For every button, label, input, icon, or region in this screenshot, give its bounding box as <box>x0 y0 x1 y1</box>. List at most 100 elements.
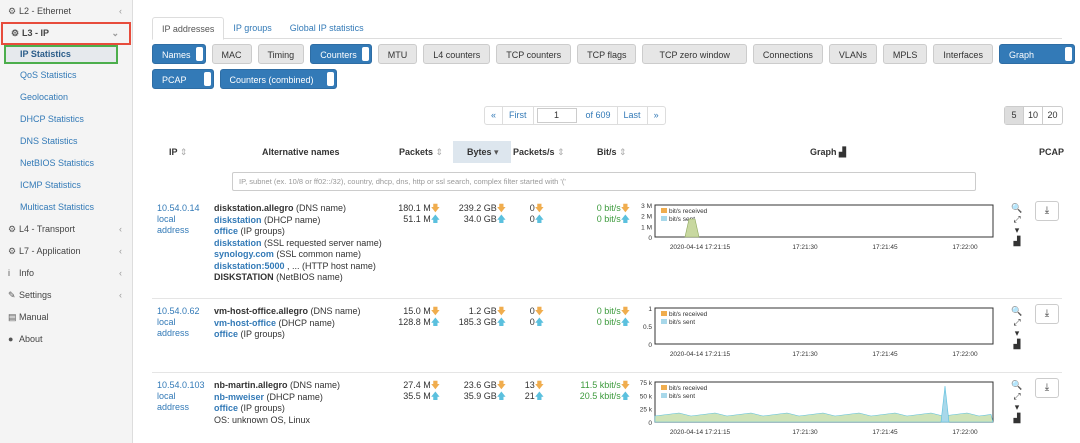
toggle-mpls[interactable]: MPLS <box>882 44 928 64</box>
sidebar-item-l7-application[interactable]: ⚙ L7 - Application ‹ <box>0 240 132 262</box>
arrow-up-icon: 🡅 <box>496 391 506 401</box>
pagination: « First 1 of 609 Last » <box>484 106 666 125</box>
alt-name-link[interactable]: synology.com <box>214 249 274 259</box>
table-row-ip[interactable]: 10.54.0.62 local address <box>157 306 200 339</box>
sidebar-item-ip-statistics[interactable]: IP Statistics <box>4 45 118 64</box>
pcap-download-button[interactable]: ⤓ <box>1035 378 1059 398</box>
alt-name-link[interactable]: nb-mweiser <box>214 391 265 402</box>
pager-first[interactable]: First <box>503 107 534 124</box>
sidebar-item-multicast-statistics[interactable]: Multicast Statistics <box>20 202 95 212</box>
toggle-pcap[interactable]: PCAP <box>152 69 214 89</box>
toggle-l4-counters[interactable]: L4 counters <box>423 44 491 64</box>
col-header-packets-per-sec[interactable]: Packets/s ⇕ <box>513 147 565 157</box>
toggle-counters[interactable]: Counters <box>310 44 372 64</box>
expand-icon[interactable]: ⤢ <box>1013 391 1021 401</box>
page-size-10[interactable]: 10 <box>1024 107 1043 124</box>
tab-ip-groups[interactable]: IP groups <box>233 23 272 33</box>
alt-name-link[interactable]: diskstation <box>214 237 262 248</box>
pager-next[interactable]: » <box>653 110 659 120</box>
pcap-download-button[interactable]: ⤓ <box>1035 201 1059 221</box>
value-text: 0 bit/s <box>596 203 621 213</box>
toggle-mtu[interactable]: MTU <box>377 44 418 64</box>
sidebar-item-l2-ethernet[interactable]: ⚙ L2 - Ethernet ‹ <box>0 0 132 22</box>
alt-name-link[interactable]: diskstation <box>214 214 262 225</box>
sidebar-item-info[interactable]: i Info ‹ <box>0 262 132 284</box>
y-tick-label: 3 M <box>641 203 652 210</box>
toggle-tcp-flags[interactable]: TCP flags <box>577 44 637 64</box>
toggle-connections[interactable]: Connections <box>752 44 823 64</box>
search-icon[interactable]: 🔍 <box>1011 203 1023 213</box>
alt-name-link[interactable]: vm-host-office <box>214 317 277 328</box>
col-header-ip[interactable]: IP ⇕ <box>169 147 188 157</box>
caret-down-icon[interactable]: ▾ <box>1014 225 1020 235</box>
value-text: 180.1 M <box>398 203 431 213</box>
search-icon[interactable]: 🔍 <box>1011 380 1023 390</box>
page-size-20[interactable]: 20 <box>1047 110 1058 120</box>
area-chart-icon[interactable]: ▟ <box>1013 236 1021 246</box>
expand-icon[interactable]: ⤢ <box>1013 214 1021 224</box>
toggle-timing[interactable]: Timing <box>257 44 305 64</box>
col-header-graph[interactable]: Graph ▟ <box>810 147 846 157</box>
page-number-input[interactable]: 1 <box>536 108 577 123</box>
sidebar-item-dns-statistics[interactable]: DNS Statistics <box>20 136 78 146</box>
toggle-interfaces[interactable]: Interfaces <box>933 44 993 64</box>
toggle-vlans[interactable]: VLANs <box>828 44 877 64</box>
pager-prev[interactable]: « <box>485 107 504 124</box>
pcap-download-button[interactable]: ⤓ <box>1035 304 1059 324</box>
toggle-graph[interactable]: Graph <box>998 44 1075 64</box>
tab-ip-addresses[interactable]: IP addresses <box>152 17 225 40</box>
sidebar-item-icmp-statistics[interactable]: ICMP Statistics <box>20 180 81 190</box>
sidebar-item-l4-transport[interactable]: ⚙ L4 - Transport ‹ <box>0 218 132 240</box>
alt-name-line: OS: unknown OS, Linux <box>214 415 340 427</box>
toggle-mac[interactable]: MAC <box>211 44 252 64</box>
traffic-graph[interactable]: 3 M 2 M 1 M 0 2020-04-14 17:21:15 17:21:30 17:… <box>633 201 995 251</box>
sidebar-item-dhcp-statistics[interactable]: DHCP Statistics <box>20 114 84 124</box>
sidebar-item-manual[interactable]: ▤ Manual <box>0 306 132 328</box>
alt-name-link[interactable]: office <box>214 329 239 339</box>
caret-down-icon[interactable]: ▾ <box>1014 328 1020 338</box>
pager-last[interactable]: Last <box>618 107 648 124</box>
toggle-names[interactable]: Names <box>152 44 206 64</box>
filter-input[interactable]: IP, subnet (ex. 10/8 or ff02::/32), coun… <box>232 172 976 191</box>
alt-name-value: nb-martin.allegro <box>214 380 288 390</box>
sidebar-item-l3-ip[interactable]: ⚙ L3 - IP ⌄ <box>1 22 131 45</box>
x-tick-label: 17:21:45 <box>872 244 898 251</box>
table-row-ip[interactable]: 10.54.0.14 local address <box>157 203 200 236</box>
search-icon[interactable]: 🔍 <box>1011 306 1023 316</box>
main-content: IP addresses IP groups Global IP statist… <box>134 0 1080 443</box>
tab-global-ip-statistics[interactable]: Global IP statistics <box>289 23 364 33</box>
sidebar-item-qos-statistics[interactable]: QoS Statistics <box>20 70 77 80</box>
toggle-tcp-zero-window[interactable]: TCP zero window <box>642 44 747 64</box>
traffic-graph[interactable]: 75 k 50 k 25 k 0 2020-04-14 17:21:15 17:21:30… <box>633 378 995 436</box>
row-actions: 🔍 ⤢ ▾ ▟ <box>1011 203 1023 247</box>
download-icon: ⤓ <box>1044 382 1050 393</box>
col-header-bits-per-sec[interactable]: Bit/s ⇕ <box>597 147 627 157</box>
sidebar-item-netbios-statistics[interactable]: NetBIOS Statistics <box>20 158 95 168</box>
y-tick-label: 75 k <box>640 380 653 387</box>
alt-name-link[interactable]: office <box>214 226 239 236</box>
sidebar-item-geolocation[interactable]: Geolocation <box>20 92 69 102</box>
expand-icon[interactable]: ⤢ <box>1013 317 1021 327</box>
sidebar-item-settings[interactable]: ✎ Settings ‹ <box>0 284 132 306</box>
col-header-alt-names[interactable]: Alternative names <box>262 147 340 157</box>
alt-name-link[interactable]: office <box>214 403 239 413</box>
area-chart-icon[interactable]: ▟ <box>1013 413 1021 423</box>
area-chart-icon[interactable]: ▟ <box>1013 339 1021 349</box>
value-text: 1.2 GB <box>468 306 497 316</box>
toggle-tcp-counters[interactable]: TCP counters <box>496 44 572 64</box>
counter-cell: 27.4 M🡇 35.5 M🡅 <box>374 380 440 402</box>
sidebar-item-about[interactable]: ● About <box>0 328 132 350</box>
legend-sent-swatch <box>661 393 667 398</box>
col-header-packets[interactable]: Packets ⇕ <box>399 147 444 157</box>
page-size-5[interactable]: 5 <box>1005 107 1024 124</box>
caret-down-icon[interactable]: ▾ <box>1014 402 1020 412</box>
table-row-ip[interactable]: 10.54.0.103 local address <box>157 380 205 413</box>
pager-total: of 609 <box>580 107 618 124</box>
alt-name-link[interactable]: diskstation:5000 <box>214 260 285 271</box>
col-header-bytes[interactable]: Bytes ▾ <box>467 147 499 157</box>
value-text: 0 <box>529 317 535 327</box>
arrow-down-icon: 🡇 <box>534 203 544 213</box>
value-text: 0 bit/s <box>596 317 621 327</box>
toggle-counters-combined[interactable]: Counters (combined) <box>219 69 337 89</box>
traffic-graph[interactable]: 1 0.5 0 2020-04-14 17:21:15 17:21:30 17:21:45… <box>633 304 995 358</box>
